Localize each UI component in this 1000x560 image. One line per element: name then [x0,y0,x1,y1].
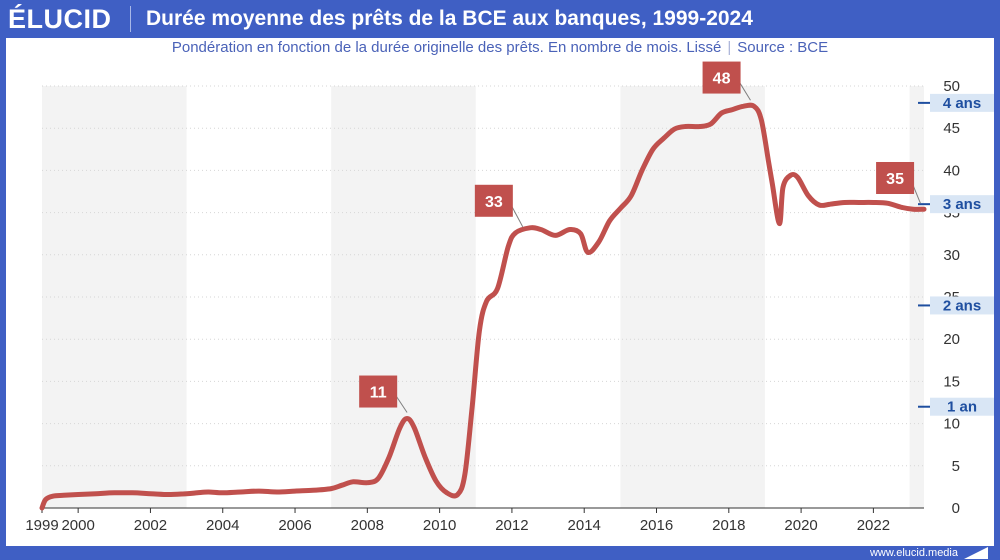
header-divider [130,6,131,32]
site-url[interactable]: www.elucid.media [869,547,958,559]
y-tick-label: 20 [943,331,960,348]
year-marker-label: 3 ans [943,196,981,213]
x-tick-label: 2014 [568,517,601,534]
chart-panel: Pondération en fonction de la durée orig… [6,38,994,546]
x-tick-label: 2016 [640,517,673,534]
year-marker-label: 2 ans [943,297,981,314]
year-marker-box [930,195,994,214]
shaded-band [909,86,924,508]
shaded-band [620,86,765,508]
x-tick-label: 2012 [495,517,528,534]
header: ÉLUCID Durée moyenne des prêts de la BCE… [0,0,1000,38]
annotation-box [702,61,741,94]
x-tick-label: 2022 [857,517,890,534]
shaded-band [331,86,476,508]
year-marker-label: 4 ans [943,95,981,112]
x-tick-label: 2006 [278,517,311,534]
annotation-label: 33 [485,194,503,211]
y-tick-label: 5 [952,458,960,475]
brand-logo[interactable]: ÉLUCID [8,4,112,34]
y-tick-label: 0 [952,500,960,517]
x-tick-label: 2002 [134,517,167,534]
y-tick-label: 30 [943,247,960,264]
y-tick-label: 40 [943,162,960,179]
series-line [39,102,927,511]
x-tick-label: 2018 [712,517,745,534]
x-tick-label: 2010 [423,517,456,534]
chart-title: Durée moyenne des prêts de la BCE aux ba… [146,7,753,30]
y-tick-label: 15 [943,373,960,390]
x-tick-label: 2000 [61,517,94,534]
line-chart: 1999 2000 2002 2004 2006 2008 2010 2012 2014 2016… [25,61,994,534]
source-text: Source : BCE [737,39,829,56]
annotation-label: 48 [713,71,731,88]
x-tick-label: 2008 [351,517,384,534]
year-marker-box [930,296,994,315]
footer: www.elucid.media [0,546,1000,560]
annotation-label: 35 [886,171,904,188]
x-tick-label: 2004 [206,517,239,534]
annotation-box [876,161,915,194]
subtitle-separator: | [727,39,732,56]
year-marker-box [930,397,994,416]
x-tick-label: 1999 [25,517,58,534]
annotation-label: 11 [370,385,387,402]
year-marker-box [930,93,994,112]
x-tick-label: 2020 [784,517,817,534]
year-marker-label: 1 an [947,399,977,416]
annotation-box [474,184,513,217]
y-tick-label: 45 [943,120,960,137]
y-tick-label: 50 [943,78,960,95]
annotation-box [359,375,398,408]
subtitle-text: Pondération en fonction de la durée orig… [171,39,722,56]
chart-subtitle: Pondération en fonction de la durée orig… [6,38,994,58]
elucid-mark-icon [964,547,988,559]
y-tick-label: 10 [943,416,960,433]
